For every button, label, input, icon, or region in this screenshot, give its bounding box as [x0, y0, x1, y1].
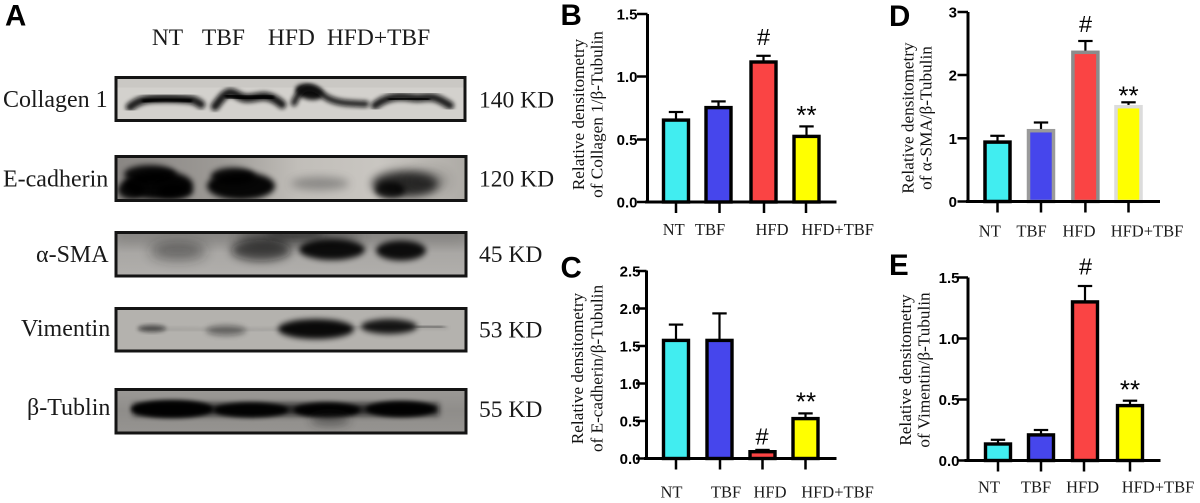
svg-text:2.0: 2.0 — [620, 301, 641, 318]
svg-text:Relative densitometry: Relative densitometry — [896, 294, 915, 446]
svg-text:0.5: 0.5 — [939, 392, 960, 409]
svg-text:Collagen 1: Collagen 1 — [3, 87, 108, 113]
svg-text:NT: NT — [663, 220, 685, 239]
svg-text:HFD: HFD — [1066, 477, 1099, 496]
svg-text:HFD: HFD — [268, 25, 315, 51]
svg-text:140 KD: 140 KD — [479, 88, 554, 114]
svg-text:55 KD: 55 KD — [479, 397, 542, 423]
svg-text:#: # — [1079, 254, 1092, 280]
svg-text:HFD: HFD — [1062, 222, 1095, 241]
svg-text:0.5: 0.5 — [617, 132, 638, 149]
svg-text:0.0: 0.0 — [620, 451, 641, 468]
svg-text:TBF: TBF — [1016, 222, 1046, 241]
svg-text:HFD+TBF: HFD+TBF — [1122, 477, 1195, 496]
svg-text:0.5: 0.5 — [620, 414, 641, 431]
svg-text:1: 1 — [949, 131, 957, 148]
svg-text:of E-cadherin/β-Tubulin: of E-cadherin/β-Tubulin — [588, 285, 607, 452]
svg-text:1.0: 1.0 — [620, 376, 641, 393]
svg-text:Relative densitometry: Relative densitometry — [568, 292, 587, 444]
svg-text:0: 0 — [949, 194, 957, 211]
svg-text:TBF: TBF — [202, 25, 245, 51]
svg-text:B: B — [561, 0, 582, 32]
svg-text:1.5: 1.5 — [939, 270, 960, 287]
svg-text:0.0: 0.0 — [939, 453, 960, 470]
svg-text:E: E — [889, 249, 909, 282]
svg-text:1.5: 1.5 — [617, 7, 638, 24]
svg-text:45 KD: 45 KD — [479, 242, 542, 268]
svg-text:HFD: HFD — [755, 220, 788, 239]
svg-text:HFD: HFD — [753, 483, 786, 502]
svg-text:TBF: TBF — [711, 483, 741, 502]
svg-text:**: ** — [1118, 81, 1138, 111]
svg-text:HFD+TBF: HFD+TBF — [1111, 222, 1184, 241]
svg-text:**: ** — [796, 100, 816, 130]
svg-text:of α-SMA/β-Tubulin: of α-SMA/β-Tubulin — [917, 46, 936, 190]
svg-text:NT: NT — [979, 222, 1001, 241]
svg-text:of Vimentin/β-Tubulin: of Vimentin/β-Tubulin — [915, 292, 934, 448]
svg-text:D: D — [889, 0, 910, 33]
svg-text:Relative densitometry: Relative densitometry — [899, 42, 918, 194]
svg-text:HFD+TBF: HFD+TBF — [801, 483, 874, 502]
svg-text:**: ** — [796, 387, 816, 417]
svg-text:A: A — [5, 0, 26, 33]
svg-text:NT: NT — [661, 483, 683, 502]
svg-text:α-SMA: α-SMA — [36, 242, 109, 268]
svg-text:TBF: TBF — [695, 220, 725, 239]
svg-text:2.5: 2.5 — [620, 264, 641, 281]
svg-text:Relative densitometry: Relative densitometry — [569, 38, 588, 190]
svg-text:HFD+TBF: HFD+TBF — [801, 220, 874, 239]
svg-text:β-Tublin: β-Tublin — [27, 395, 110, 421]
svg-text:1.0: 1.0 — [939, 331, 960, 348]
svg-text:NT: NT — [978, 477, 1000, 496]
svg-text:1.0: 1.0 — [617, 69, 638, 86]
svg-text:of Collagen 1/β-Tubulin: of Collagen 1/β-Tubulin — [588, 31, 607, 198]
svg-text:**: ** — [1120, 375, 1140, 405]
svg-text:NT: NT — [152, 25, 183, 51]
svg-text:0.0: 0.0 — [617, 195, 638, 212]
svg-text:#: # — [1079, 11, 1092, 37]
svg-text:53 KD: 53 KD — [479, 318, 542, 344]
svg-text:HFD+TBF: HFD+TBF — [327, 25, 430, 51]
svg-text:#: # — [755, 424, 768, 450]
svg-text:Vimentin: Vimentin — [21, 316, 110, 342]
svg-text:120 KD: 120 KD — [479, 167, 554, 193]
svg-text:E-cadherin: E-cadherin — [3, 167, 108, 193]
svg-text:3: 3 — [949, 5, 957, 22]
svg-text:C: C — [561, 252, 582, 285]
svg-text:2: 2 — [949, 68, 957, 85]
svg-text:#: # — [757, 24, 770, 50]
svg-text:TBF: TBF — [1021, 477, 1051, 496]
svg-text:1.5: 1.5 — [620, 339, 641, 356]
